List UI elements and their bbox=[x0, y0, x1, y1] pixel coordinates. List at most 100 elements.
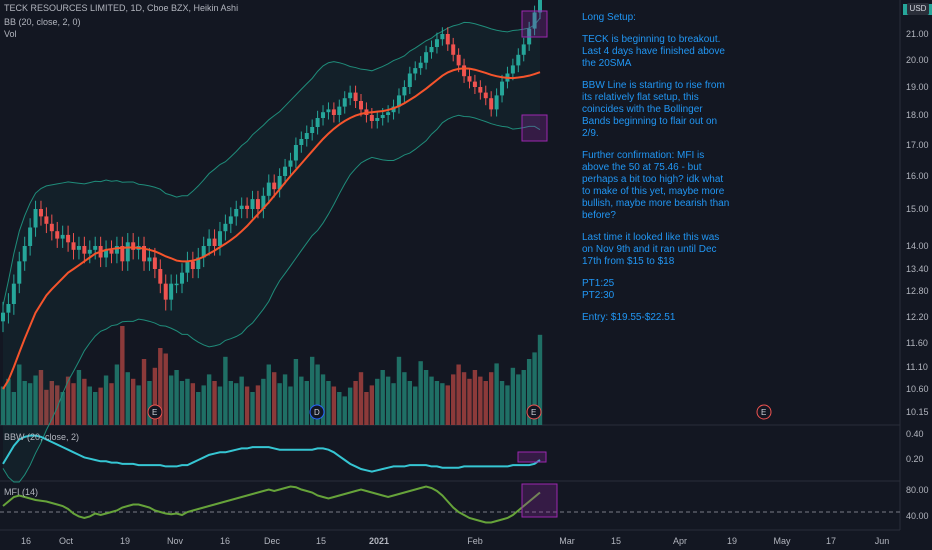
volume-bar bbox=[331, 386, 337, 425]
time-tick-label: 15 bbox=[316, 536, 326, 546]
volume-bar bbox=[44, 389, 49, 425]
volume-bar bbox=[488, 372, 494, 425]
candle-body bbox=[125, 242, 130, 262]
highlight-box bbox=[521, 114, 548, 142]
candle-body bbox=[104, 249, 109, 258]
volume-bar bbox=[234, 383, 239, 425]
candle-body bbox=[250, 199, 255, 209]
candle-body bbox=[217, 231, 222, 246]
candle-body bbox=[163, 283, 168, 300]
earnings-marker-label: E bbox=[761, 408, 766, 417]
price-tick-label: 19.00 bbox=[906, 82, 929, 92]
volume-bar bbox=[239, 376, 244, 425]
volume-bar bbox=[272, 372, 277, 425]
candle-body bbox=[277, 176, 282, 190]
time-tick-label: 19 bbox=[727, 536, 737, 546]
candle-body bbox=[93, 246, 98, 250]
candle-body bbox=[353, 92, 358, 101]
volume-bar bbox=[114, 364, 120, 425]
candle-body bbox=[310, 127, 315, 133]
highlight-box bbox=[521, 10, 548, 38]
price-tick-label: 14.00 bbox=[906, 241, 929, 251]
volume-bar bbox=[375, 378, 380, 425]
volume-bar bbox=[537, 334, 543, 425]
trade-notes: Long Setup: TECK is beginning to breakou… bbox=[582, 12, 732, 334]
candle-body bbox=[55, 231, 60, 239]
price-tick-label: 18.00 bbox=[906, 110, 929, 120]
volume-bar bbox=[65, 376, 71, 425]
volume-bar bbox=[71, 383, 76, 425]
candle-body bbox=[331, 109, 336, 115]
volume-bar bbox=[212, 381, 217, 425]
candle-body bbox=[315, 118, 320, 127]
volume-bar bbox=[391, 383, 396, 425]
volume-bar bbox=[223, 356, 228, 425]
volume-bar bbox=[250, 392, 255, 425]
candle-body bbox=[413, 68, 418, 74]
candle-body bbox=[228, 216, 233, 224]
volume-bar bbox=[190, 383, 196, 425]
volume-bar bbox=[228, 381, 234, 425]
price-tick-label: 12.20 bbox=[906, 312, 929, 322]
vol-legend: Vol bbox=[4, 29, 17, 39]
candle-body bbox=[109, 249, 114, 254]
candle-body bbox=[201, 246, 206, 258]
candle-body bbox=[33, 209, 38, 228]
volume-bar bbox=[125, 372, 130, 425]
earnings-marker-label: E bbox=[152, 408, 157, 417]
time-tick-label: 2021 bbox=[369, 536, 389, 546]
volume-bar bbox=[440, 383, 445, 425]
earnings-marker-label: E bbox=[531, 408, 536, 417]
candle-body bbox=[293, 145, 298, 161]
volume-bar bbox=[174, 370, 179, 425]
volume-bar bbox=[521, 370, 526, 425]
candle-body bbox=[418, 62, 423, 69]
time-tick-label: 16 bbox=[220, 536, 230, 546]
mfi-tick-label: 40.00 bbox=[906, 511, 929, 521]
earnings-marker bbox=[526, 404, 542, 420]
volume-bar bbox=[315, 364, 320, 425]
candle-body bbox=[407, 73, 412, 87]
candle-body bbox=[180, 272, 184, 284]
volume-bar bbox=[266, 364, 271, 425]
candle-body bbox=[255, 199, 260, 209]
volume-bar bbox=[526, 359, 532, 425]
highlight-box bbox=[517, 451, 547, 463]
time-tick-label: Jun bbox=[875, 536, 890, 546]
time-tick-label: 17 bbox=[826, 536, 836, 546]
volume-bar bbox=[141, 359, 147, 425]
candle-body bbox=[337, 106, 342, 115]
candle-body bbox=[272, 182, 277, 190]
bollinger-upper-line bbox=[2, 17, 541, 306]
candle-body bbox=[440, 34, 445, 40]
currency-badge[interactable]: USD bbox=[907, 3, 929, 15]
candle-body bbox=[456, 54, 461, 66]
volume-bar bbox=[434, 381, 440, 425]
candle-body bbox=[261, 195, 266, 209]
candle-body bbox=[152, 257, 157, 269]
volume-bar bbox=[320, 374, 326, 425]
volume-bar bbox=[467, 378, 472, 425]
volume-bar bbox=[413, 386, 418, 425]
candle-body bbox=[49, 223, 54, 232]
volume-bar bbox=[407, 381, 413, 425]
candle-body bbox=[1, 312, 5, 322]
volume-bar bbox=[179, 381, 185, 425]
candle-body bbox=[472, 81, 477, 87]
volume-bar bbox=[423, 370, 429, 425]
note-history: Last time it looked like this was on Nov… bbox=[582, 232, 720, 267]
time-tick-label: Oct bbox=[59, 536, 74, 546]
candle-body bbox=[288, 160, 293, 167]
candle-body bbox=[434, 39, 439, 47]
candle-body bbox=[451, 44, 456, 55]
candle-body bbox=[321, 112, 326, 118]
price-tick-label: 16.00 bbox=[906, 171, 929, 181]
volume-bar bbox=[22, 381, 27, 425]
volume-bar bbox=[358, 372, 364, 425]
volume-bar bbox=[152, 367, 158, 425]
volume-bar bbox=[353, 381, 358, 425]
earnings-marker bbox=[147, 404, 163, 420]
volume-bar bbox=[418, 361, 423, 425]
volume-bar bbox=[55, 385, 60, 425]
